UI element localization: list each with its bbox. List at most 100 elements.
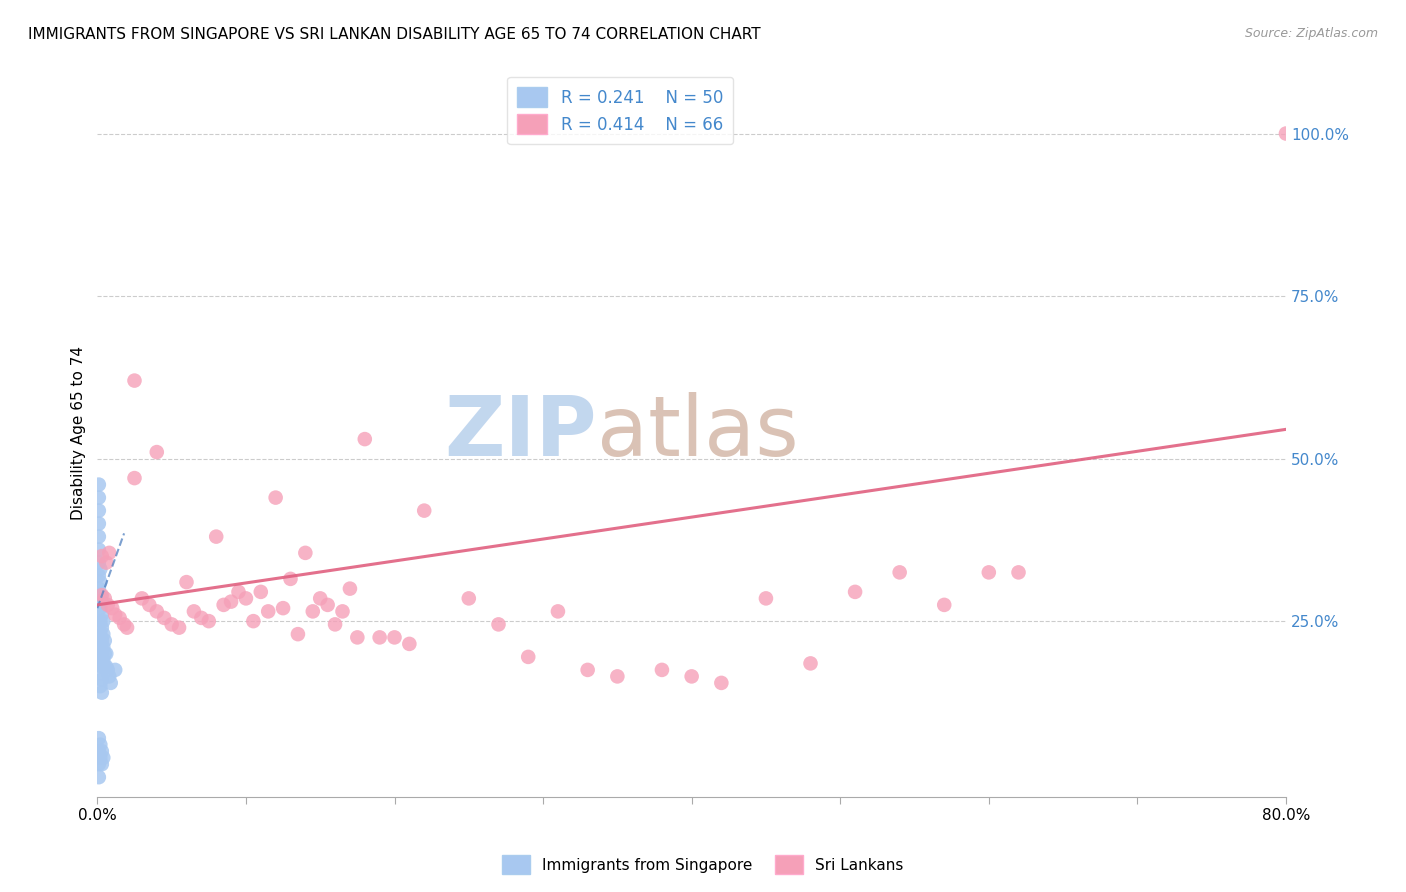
Point xyxy=(87,503,110,517)
Text: IMMIGRANTS FROM SINGAPORE VS SRI LANKAN DISABILITY AGE 65 TO 74 CORRELATION CHAR: IMMIGRANTS FROM SINGAPORE VS SRI LANKAN … xyxy=(28,27,761,42)
Point xyxy=(301,604,323,618)
Point xyxy=(87,556,110,570)
Point xyxy=(294,546,316,560)
Point xyxy=(323,617,346,632)
Point xyxy=(89,588,111,602)
Point xyxy=(205,530,228,544)
Point xyxy=(1275,127,1298,141)
Point xyxy=(91,750,114,764)
Point xyxy=(547,604,569,618)
Point xyxy=(87,770,110,784)
Point xyxy=(97,663,120,677)
Point xyxy=(87,491,110,505)
Point xyxy=(1007,566,1029,580)
Point xyxy=(153,611,176,625)
Point xyxy=(287,627,309,641)
Point xyxy=(124,374,146,388)
Text: Source: ZipAtlas.com: Source: ZipAtlas.com xyxy=(1244,27,1378,40)
Point xyxy=(146,445,169,459)
Point xyxy=(89,666,111,681)
Point xyxy=(368,631,391,645)
Point xyxy=(89,601,111,615)
Point xyxy=(124,471,146,485)
Text: ZIP: ZIP xyxy=(444,392,596,473)
Point xyxy=(228,585,250,599)
Point xyxy=(89,614,111,628)
Point xyxy=(98,669,121,683)
Point xyxy=(94,659,117,673)
Point xyxy=(89,562,111,576)
Point xyxy=(89,627,111,641)
Point xyxy=(97,598,120,612)
Y-axis label: Disability Age 65 to 74: Disability Age 65 to 74 xyxy=(72,345,86,520)
Point xyxy=(104,663,127,677)
Point xyxy=(844,585,866,599)
Point xyxy=(681,669,703,683)
Point xyxy=(90,686,112,700)
Point xyxy=(87,542,110,557)
Point xyxy=(108,611,131,625)
Point xyxy=(90,607,112,622)
Point xyxy=(183,604,205,618)
Point xyxy=(90,549,112,563)
Point xyxy=(89,738,111,752)
Point xyxy=(606,669,628,683)
Point xyxy=(90,633,112,648)
Point xyxy=(167,621,190,635)
Point xyxy=(96,556,118,570)
Point xyxy=(339,582,361,596)
Point xyxy=(87,568,110,582)
Point xyxy=(94,591,117,606)
Point xyxy=(219,594,242,608)
Point xyxy=(91,640,114,654)
Point xyxy=(90,673,112,687)
Point xyxy=(87,530,110,544)
Point xyxy=(353,432,375,446)
Point xyxy=(91,627,114,641)
Point xyxy=(249,585,271,599)
Text: atlas: atlas xyxy=(596,392,799,473)
Point xyxy=(457,591,479,606)
Point xyxy=(89,575,111,590)
Point xyxy=(104,607,127,622)
Point xyxy=(89,679,111,693)
Point xyxy=(96,647,118,661)
Point xyxy=(264,491,287,505)
Point xyxy=(176,575,198,590)
Point xyxy=(112,617,135,632)
Point xyxy=(190,611,212,625)
Point xyxy=(235,591,257,606)
Point xyxy=(413,503,436,517)
Point xyxy=(257,604,280,618)
Legend: R = 0.241    N = 50, R = 0.414    N = 66: R = 0.241 N = 50, R = 0.414 N = 66 xyxy=(508,77,733,145)
Point xyxy=(87,516,110,531)
Point xyxy=(87,757,110,772)
Point xyxy=(316,598,339,612)
Point xyxy=(87,582,110,596)
Point xyxy=(242,614,264,628)
Point xyxy=(87,731,110,746)
Point xyxy=(94,647,117,661)
Point xyxy=(576,663,599,677)
Point xyxy=(488,617,510,632)
Point xyxy=(212,598,235,612)
Point xyxy=(90,659,112,673)
Point xyxy=(160,617,183,632)
Point xyxy=(710,676,733,690)
Point xyxy=(87,594,110,608)
Point xyxy=(101,601,124,615)
Point xyxy=(271,601,294,615)
Point xyxy=(94,633,117,648)
Point xyxy=(309,591,332,606)
Point xyxy=(91,653,114,667)
Point xyxy=(934,598,956,612)
Point xyxy=(138,598,160,612)
Point xyxy=(115,621,138,635)
Point xyxy=(98,546,121,560)
Point xyxy=(89,640,111,654)
Point xyxy=(280,572,302,586)
Point xyxy=(100,676,122,690)
Point xyxy=(131,591,153,606)
Point xyxy=(90,744,112,758)
Point xyxy=(90,757,112,772)
